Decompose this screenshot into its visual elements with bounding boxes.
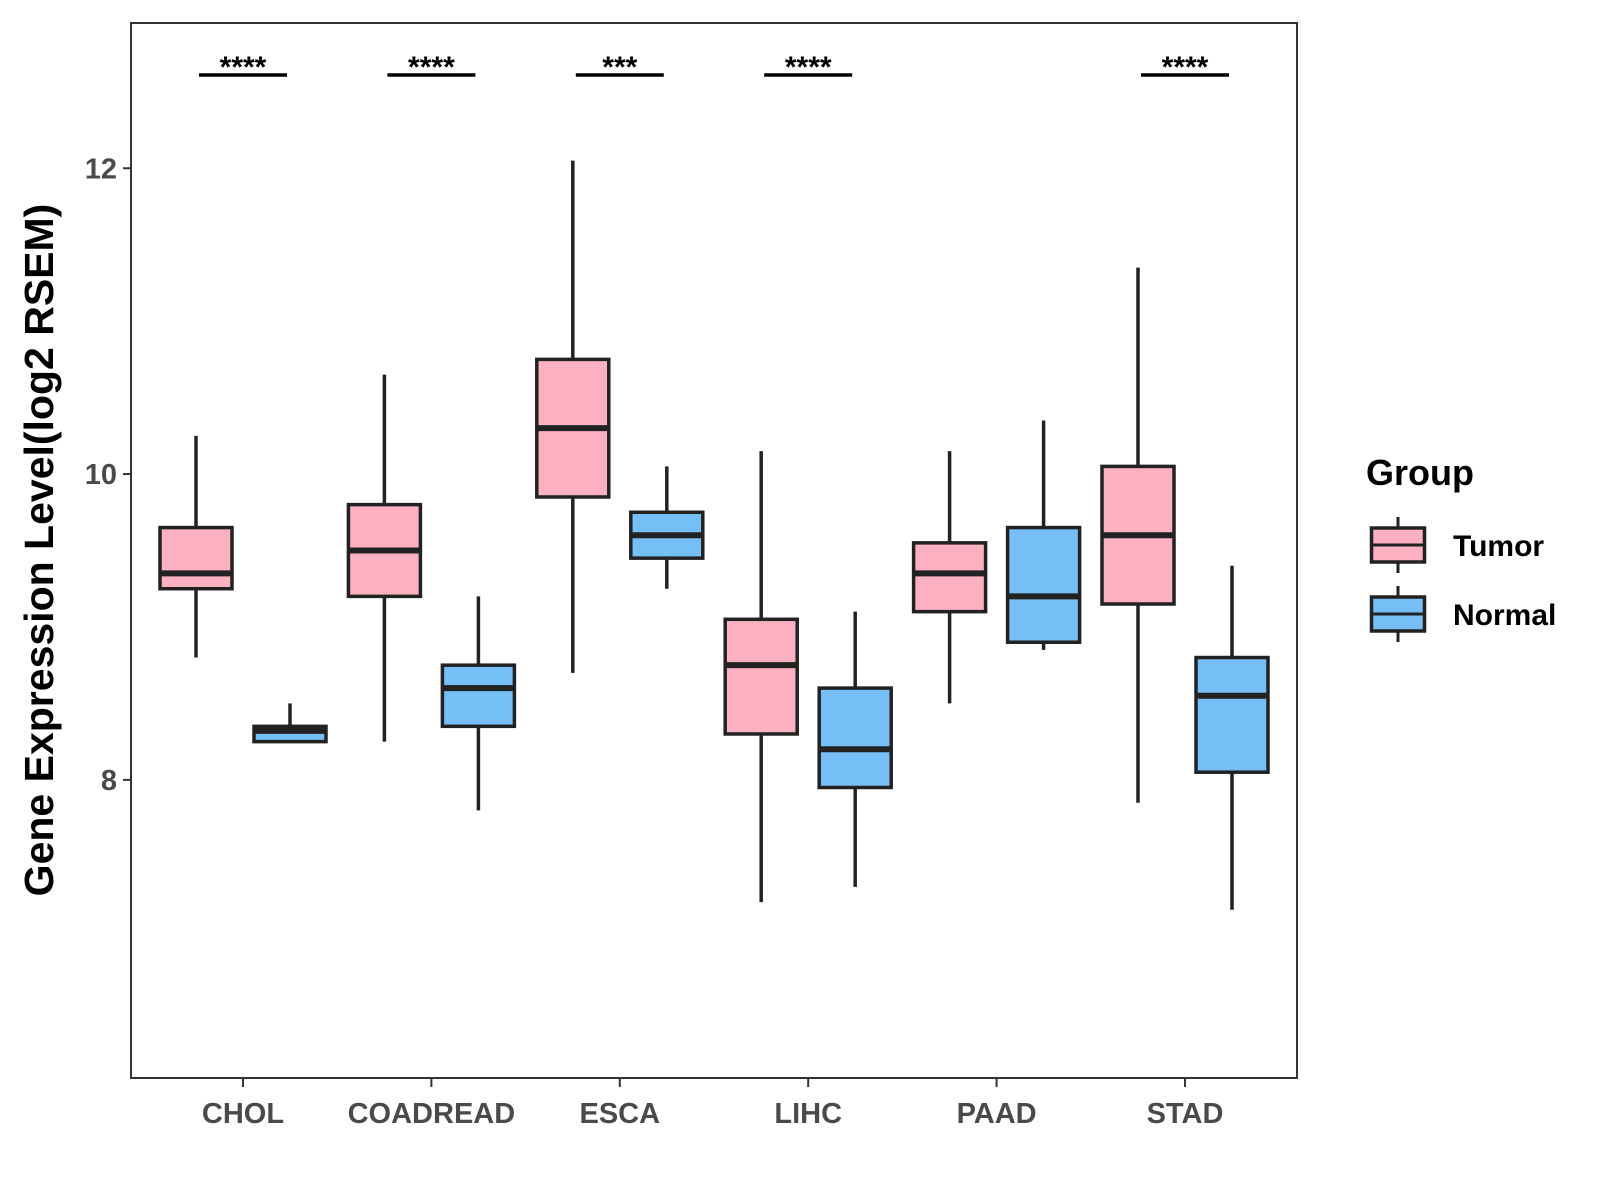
significance-annotations: **** **** *** **** **** — [199, 51, 1229, 84]
legend-label-normal: Normal — [1453, 599, 1556, 632]
box-tumor-paad — [911, 451, 988, 704]
significance-esca: *** — [575, 51, 664, 84]
x-tick-label: CHOL — [202, 1098, 284, 1130]
significance-label: **** — [785, 51, 832, 84]
legend: Group Tumor Normal — [1366, 452, 1556, 642]
significance-stad: **** — [1141, 51, 1229, 84]
x-tick-label: ESCA — [580, 1098, 661, 1130]
box-body — [1194, 655, 1270, 774]
x-tick-label: PAAD — [957, 1098, 1037, 1130]
significance-lihc: **** — [764, 51, 853, 84]
x-tick-label: COADREAD — [348, 1098, 516, 1130]
y-tick-label: 8 — [101, 765, 117, 797]
box-body — [158, 525, 234, 591]
legend-title: Group — [1366, 452, 1474, 493]
x-tick-label: STAD — [1147, 1098, 1224, 1130]
x-axis: CHOL COADREAD ESCA LIHC PAAD STAD — [202, 1078, 1223, 1130]
significance-label: **** — [408, 51, 455, 84]
y-axis: 8 10 12 — [85, 153, 131, 797]
significance-label: **** — [220, 51, 267, 84]
chart-marks — [158, 160, 1270, 910]
box-body — [1005, 525, 1082, 644]
significance-coadread: **** — [387, 51, 476, 84]
box-tumor-lihc — [723, 451, 799, 903]
box-body — [440, 663, 517, 729]
legend-label-tumor: Tumor — [1453, 530, 1544, 563]
box-normal-chol — [252, 703, 328, 744]
box-tumor-esca — [535, 160, 611, 673]
box-body — [723, 617, 799, 736]
box-normal-stad — [1194, 565, 1270, 910]
significance-label: **** — [1162, 51, 1209, 84]
legend-key-normal — [1369, 586, 1427, 642]
box-normal-esca — [629, 466, 705, 589]
significance-chol: **** — [199, 51, 287, 84]
y-axis-title: Gene Expression Level(log2 RSEM) — [16, 204, 62, 897]
box-normal-lihc — [817, 611, 893, 887]
box-normal-coadread — [440, 596, 517, 811]
y-tick-label: 10 — [85, 459, 117, 491]
significance-label: *** — [602, 51, 637, 84]
box-tumor-chol — [158, 435, 234, 658]
box-body — [817, 686, 893, 790]
box-tumor-coadread — [346, 374, 423, 742]
legend-key-tumor — [1369, 517, 1427, 573]
x-tick-label: LIHC — [774, 1098, 842, 1130]
box-body — [911, 541, 988, 614]
box-normal-paad — [1005, 420, 1082, 650]
box-tumor-stad — [1100, 267, 1176, 803]
plot-panel-border — [130, 22, 1298, 1079]
y-tick-label: 12 — [85, 153, 117, 185]
